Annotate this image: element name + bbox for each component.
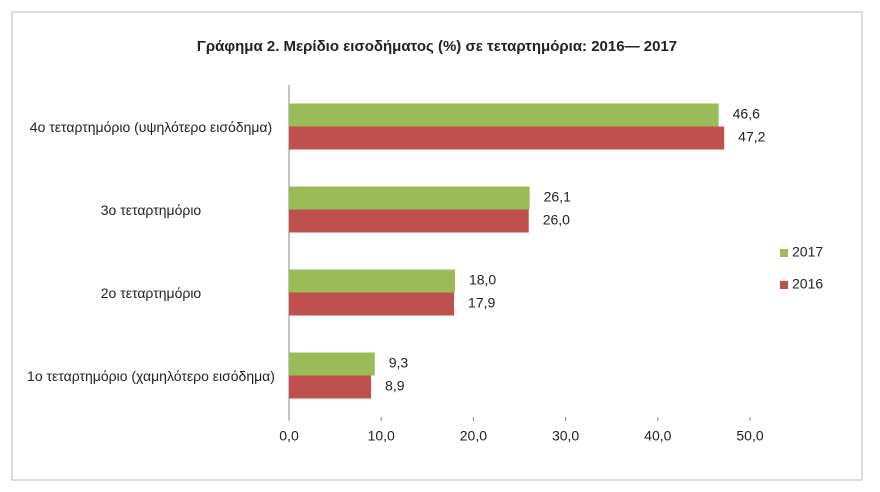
- y-tick-label: 2ο τεταρτημόριο: [100, 284, 202, 301]
- value-label: 18,0: [469, 272, 496, 288]
- value-label: 46,6: [733, 106, 760, 122]
- x-tick-label: 40,0: [644, 428, 671, 444]
- legend-label: 2016: [792, 276, 823, 292]
- chart-frame: [11, 11, 863, 481]
- bar: [289, 292, 455, 316]
- value-label: 8,9: [385, 378, 405, 394]
- bar: [289, 375, 372, 399]
- x-tick-label: 10,0: [368, 428, 395, 444]
- value-label: 47,2: [738, 129, 765, 145]
- bar: [289, 269, 455, 293]
- legend-swatch: [780, 281, 788, 289]
- y-tick-label: 3ο τεταρτημόριο: [100, 201, 202, 218]
- value-label: 17,9: [468, 295, 495, 311]
- bar: [289, 352, 375, 376]
- legend-label: 2017: [792, 244, 823, 260]
- bar: [289, 186, 530, 210]
- legend-swatch: [780, 249, 788, 257]
- y-tick-label: 1ο τεταρτημόριο (χαμηλότερο εισόδημα): [27, 367, 275, 384]
- x-tick-label: 50,0: [736, 428, 763, 444]
- x-tick-label: 0,0: [279, 428, 299, 444]
- bar: [289, 209, 529, 233]
- bar: [289, 126, 725, 150]
- chart-title: Γράφημα 2. Μερίδιο εισοδήματος (%) σε τε…: [197, 38, 677, 55]
- value-label: 26,0: [543, 212, 570, 228]
- value-label: 26,1: [544, 189, 571, 205]
- y-tick-label: 4ο τεταρτημόριο (υψηλότερο εισόδημα): [29, 118, 273, 135]
- x-tick-label: 20,0: [460, 428, 487, 444]
- value-label: 9,3: [389, 355, 409, 371]
- bar: [289, 103, 719, 127]
- x-tick-label: 30,0: [552, 428, 579, 444]
